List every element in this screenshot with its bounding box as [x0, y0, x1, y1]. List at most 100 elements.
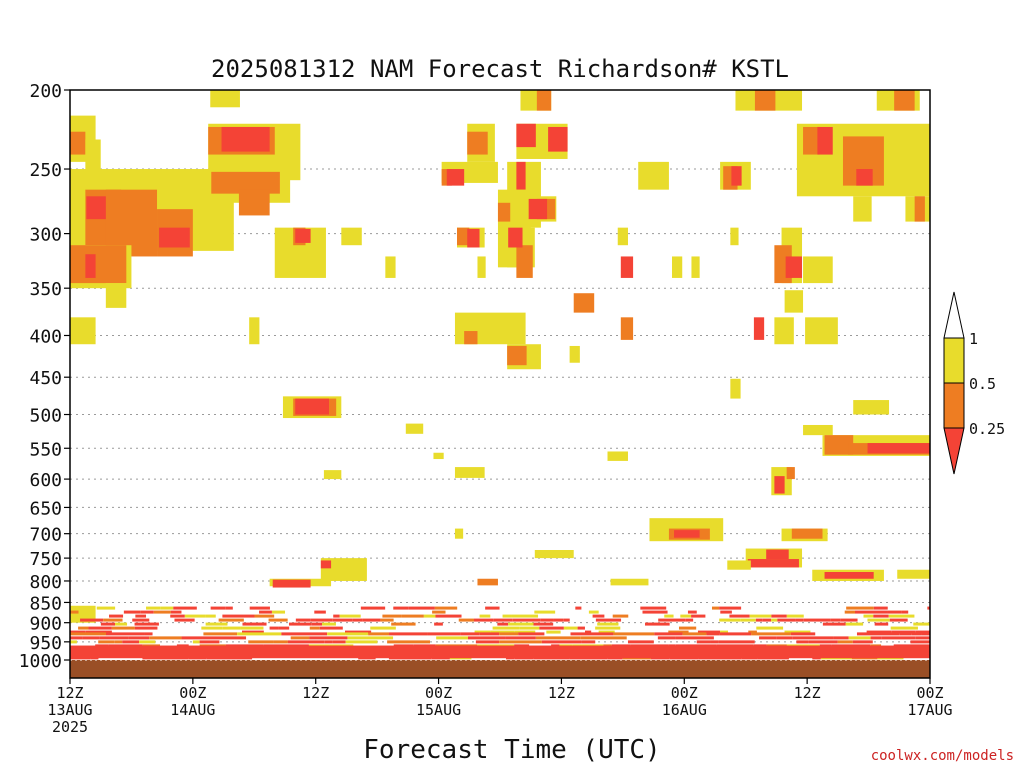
heatmap-cell	[492, 626, 520, 630]
heatmap-cell	[731, 166, 742, 186]
heatmap-cell	[341, 227, 362, 246]
heatmap-cell	[201, 626, 223, 630]
heatmap-cell	[844, 610, 855, 614]
heatmap-cell	[345, 640, 378, 644]
y-tick-label: 1000	[19, 651, 62, 672]
heatmap-cell	[730, 227, 739, 246]
heatmap-cell	[319, 626, 343, 630]
credit-text: coolwx.com/models	[870, 748, 1014, 764]
x-tick-label: 17AUG	[907, 701, 952, 719]
heatmap-cell	[273, 640, 288, 644]
heatmap-cell	[613, 632, 655, 636]
heatmap-cell	[910, 640, 930, 644]
heatmap-cell	[240, 626, 264, 630]
heatmap-cell	[70, 610, 79, 614]
heatmap-cell	[536, 90, 552, 111]
heatmap-cell	[85, 139, 101, 177]
y-tick-label: 350	[29, 279, 62, 300]
heatmap-cell	[70, 636, 83, 640]
heatmap-cell	[718, 640, 755, 644]
heatmap-cell	[570, 632, 614, 636]
heatmap-cell	[401, 614, 424, 618]
heatmap-cell	[123, 610, 141, 614]
heatmap-cell	[85, 254, 96, 278]
heatmap-cell	[588, 610, 599, 614]
heatmap-cell	[771, 614, 787, 618]
heatmap-cell	[159, 227, 190, 248]
heatmap-cell	[310, 618, 333, 622]
heatmap-cell	[897, 569, 930, 579]
heatmap-cell	[134, 622, 159, 626]
heatmap-cell	[866, 630, 892, 634]
heatmap-cell	[327, 632, 346, 636]
heatmap-cell	[199, 640, 220, 644]
heatmap-cell	[658, 618, 686, 622]
heatmap-cell	[563, 618, 570, 622]
heatmap-cell	[205, 622, 228, 626]
colorbar-segment	[943, 337, 965, 384]
x-tick-label: 15AUG	[416, 701, 461, 719]
heatmap-cell	[320, 560, 332, 569]
chart-title: 2025081312 NAM Forecast Richardson# KSTL	[211, 55, 789, 83]
heatmap-cell	[697, 630, 721, 634]
heatmap-cell	[391, 622, 416, 626]
heatmap-cell	[620, 256, 634, 278]
heatmap-cell	[78, 626, 89, 630]
heatmap-cell	[595, 618, 622, 622]
heatmap-cell	[856, 632, 900, 636]
heatmap-cell	[754, 90, 776, 111]
heatmap-cell	[512, 618, 541, 622]
heatmap-cell	[153, 610, 171, 614]
heatmap-cell	[211, 171, 280, 194]
heatmap-cell	[540, 618, 554, 622]
heatmap-cell	[657, 636, 676, 640]
heatmap-cell	[352, 618, 363, 622]
heatmap-cell	[70, 632, 106, 636]
heatmap-cell	[434, 606, 458, 610]
colorbar-label: 0.25	[969, 420, 1005, 438]
heatmap-cell	[181, 636, 203, 640]
heatmap-cell	[433, 452, 444, 460]
heatmap-cell	[80, 618, 104, 622]
heatmap-cell	[222, 626, 241, 630]
y-tick-label: 600	[29, 470, 62, 491]
heatmap-cell	[607, 451, 628, 461]
heatmap-cell	[497, 622, 509, 626]
heatmap-cell	[218, 618, 244, 622]
colorbar-label: 0.5	[969, 375, 996, 393]
heatmap-cell	[144, 632, 153, 636]
axes: 200 250 300 350 400 450 500 550 600 650 700 7508008…	[19, 81, 953, 736]
heatmap-cell	[295, 618, 311, 622]
heatmap-cell	[333, 614, 340, 618]
heatmap-cell	[222, 614, 244, 618]
heatmap-cell	[272, 579, 311, 588]
heatmap-cell	[467, 131, 488, 155]
y-tick-label: 900	[29, 614, 62, 635]
heatmap-cell	[173, 606, 197, 610]
heatmap-cell	[70, 245, 127, 284]
heatmap-cell	[464, 331, 478, 345]
colorbar-legend: 0.25 0.5 1	[943, 291, 1005, 475]
heatmap-cell	[786, 467, 795, 480]
heatmap-cell	[344, 630, 372, 634]
colorbar-segment	[943, 427, 965, 475]
heatmap-cell	[70, 630, 86, 634]
heatmap-cell	[508, 227, 523, 248]
heatmap-cell	[803, 424, 833, 436]
heatmap-cell	[888, 614, 915, 618]
heatmap-cell	[405, 423, 424, 434]
heatmap-cell	[249, 606, 270, 610]
heatmap-cell	[803, 126, 820, 155]
heatmap-cell	[132, 618, 150, 622]
heatmap-cell	[867, 443, 930, 454]
y-tick-label: 450	[29, 368, 62, 389]
heatmap-cell	[824, 435, 854, 455]
heatmap-cell	[85, 630, 112, 634]
heatmap-cell	[243, 614, 255, 618]
heatmap-cell	[664, 614, 674, 618]
heatmap-cell	[382, 614, 402, 618]
heatmap-cell	[803, 256, 833, 284]
heatmap-cell	[109, 614, 124, 618]
heatmap-cell	[271, 610, 286, 614]
x-axis-label: Forecast Time (UTC)	[363, 735, 660, 765]
